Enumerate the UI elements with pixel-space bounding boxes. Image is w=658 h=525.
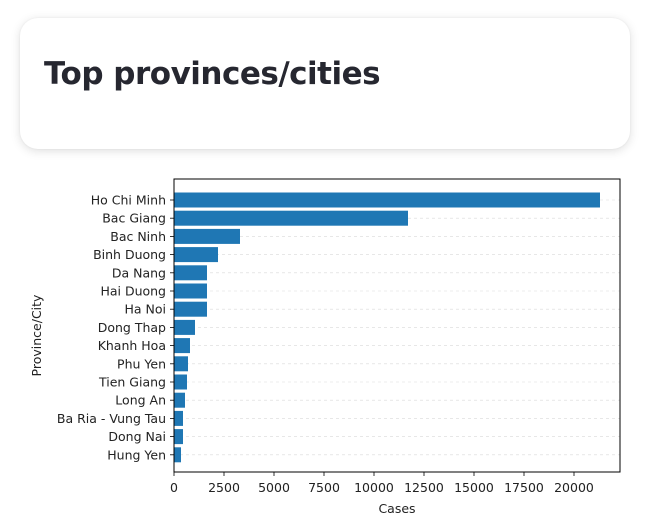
x-axis-label: Cases bbox=[378, 501, 415, 516]
bar bbox=[174, 429, 183, 445]
y-axis-label: Province/City bbox=[29, 294, 44, 376]
bar bbox=[174, 192, 600, 208]
y-axis-ticks: Ho Chi Minh Bac Giang Bac Ninh Binh Duong Da… bbox=[57, 193, 174, 462]
x-tick-label: 0 bbox=[170, 480, 178, 495]
y-tick-label: Dong Thap bbox=[98, 320, 166, 335]
y-tick-label: Binh Duong bbox=[93, 247, 166, 262]
y-tick-label: Hung Yen bbox=[107, 447, 166, 462]
title-card: Top provinces/cities bbox=[20, 18, 630, 149]
bar bbox=[174, 447, 181, 463]
x-tick-label: 5000 bbox=[258, 480, 290, 495]
x-axis-ticks: 0 2500 5000 7500 10000 12500 15000 17500 20000 bbox=[170, 472, 594, 495]
bar bbox=[174, 283, 207, 299]
grid-layer bbox=[174, 199, 620, 456]
y-tick-label: Hai Duong bbox=[100, 284, 166, 299]
y-tick-label: Bac Giang bbox=[102, 211, 166, 226]
y-tick-label: Dong Nai bbox=[108, 429, 166, 444]
y-tick-label: Long An bbox=[115, 393, 166, 408]
x-tick-label: 12500 bbox=[404, 480, 444, 495]
bar-layer bbox=[174, 192, 600, 463]
x-tick-label: 10000 bbox=[354, 480, 394, 495]
y-tick-label: Ba Ria - Vung Tau bbox=[57, 411, 166, 426]
y-tick-label: Khanh Hoa bbox=[98, 338, 166, 353]
y-tick-label: Da Nang bbox=[112, 265, 166, 280]
bar bbox=[174, 228, 240, 244]
chart-card bbox=[20, 168, 638, 520]
y-tick-label: Ha Noi bbox=[124, 302, 166, 317]
y-tick-label: Ho Chi Minh bbox=[91, 193, 166, 208]
plot-frame bbox=[173, 178, 621, 473]
bar bbox=[174, 356, 188, 372]
bar bbox=[174, 338, 190, 354]
x-tick-label: 20000 bbox=[554, 480, 594, 495]
bar bbox=[174, 247, 218, 263]
bar bbox=[174, 210, 408, 226]
y-tick-label: Phu Yen bbox=[117, 356, 166, 371]
x-tick-label: 17500 bbox=[504, 480, 544, 495]
bar bbox=[174, 265, 207, 281]
x-tick-label: 2500 bbox=[208, 480, 240, 495]
bar bbox=[174, 301, 207, 317]
bar bbox=[174, 319, 195, 335]
x-tick-label: 15000 bbox=[454, 480, 494, 495]
page-title: Top provinces/cities bbox=[44, 56, 381, 92]
bar bbox=[174, 410, 183, 426]
y-tick-label: Tien Giang bbox=[98, 375, 166, 390]
y-tick-label: Bac Ninh bbox=[110, 229, 166, 244]
bar bbox=[174, 392, 185, 408]
bar bbox=[174, 374, 187, 390]
x-tick-label: 7500 bbox=[308, 480, 340, 495]
